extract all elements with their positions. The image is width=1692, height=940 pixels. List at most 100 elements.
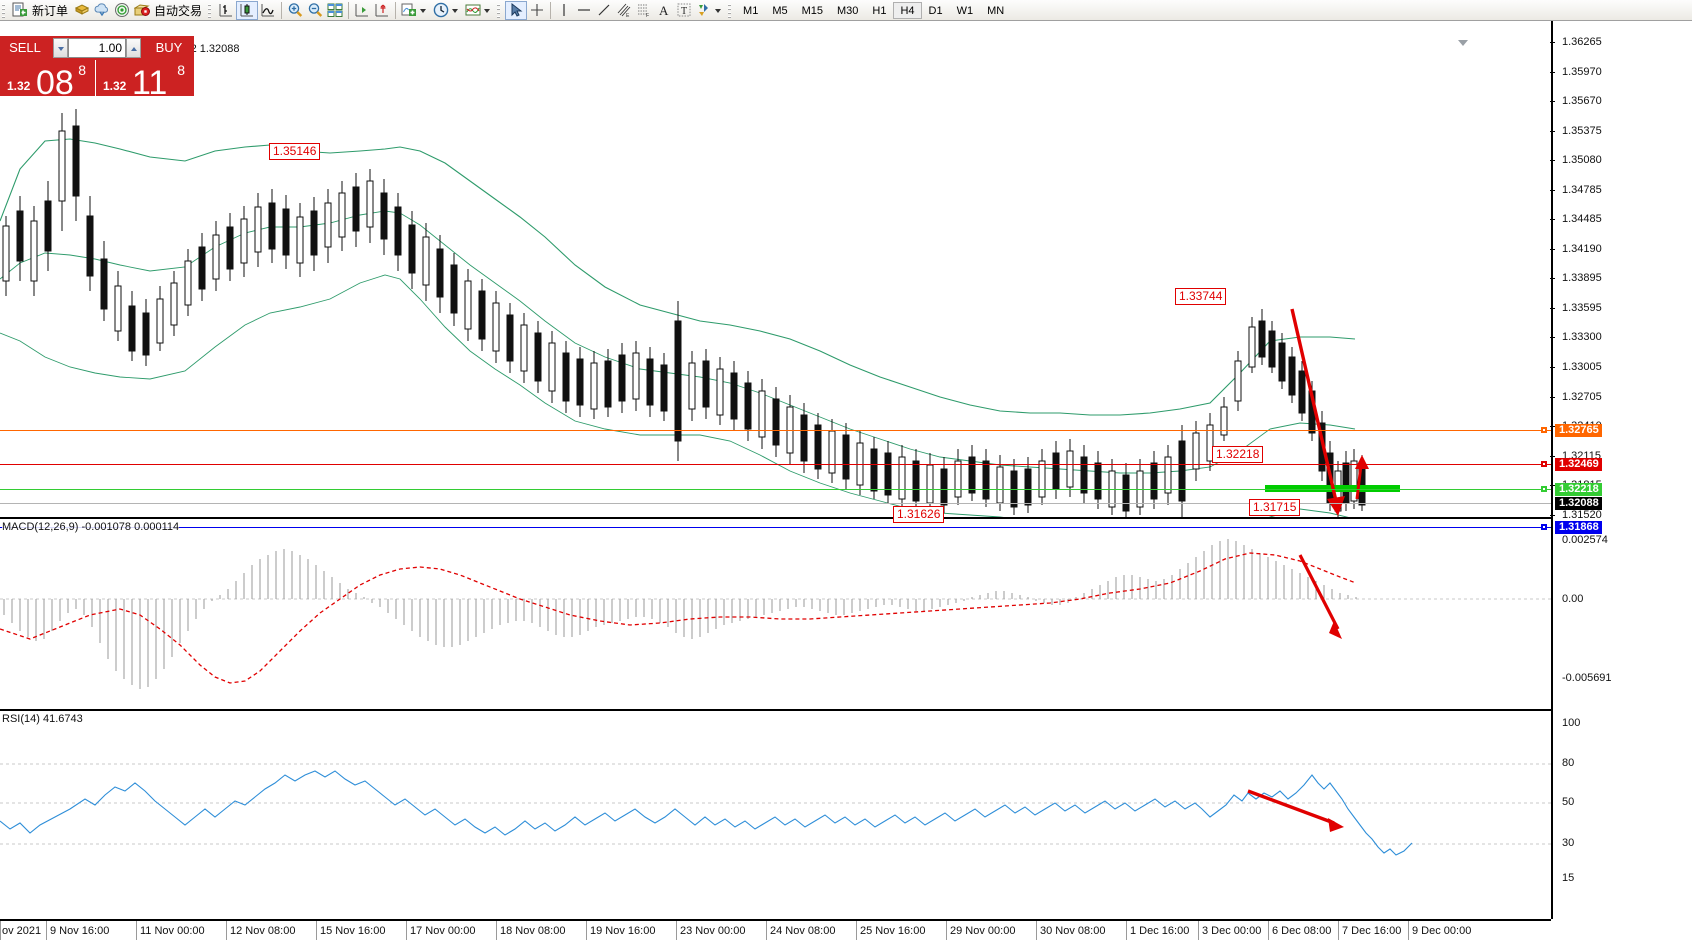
stop-loss-line[interactable] [0, 464, 1551, 465]
timeframe-m15[interactable]: M15 [801, 4, 823, 17]
timeframe-w1[interactable]: W1 [956, 4, 974, 17]
equidistant-channel-button[interactable]: E [614, 1, 634, 20]
navigator-button[interactable] [112, 1, 132, 20]
sell-price-box[interactable]: 1.32 08 8 [0, 60, 96, 100]
templates-dropdown-arrow[interactable] [484, 9, 491, 13]
support-handle[interactable] [1541, 524, 1547, 530]
price-tickmark-12 [1550, 397, 1555, 398]
zoom-in-button[interactable] [285, 1, 305, 20]
annotation-33744[interactable]: 1.33744 [1175, 288, 1227, 305]
auto-trading-button[interactable]: 自动交易 [132, 1, 206, 20]
take-profit-handle[interactable] [1541, 427, 1547, 433]
main-toolbar[interactable]: 新订单 [0, 0, 1692, 21]
text-icon: A [659, 3, 669, 18]
timeframe-m1[interactable]: M1 [743, 4, 759, 17]
trade-panel-price-row[interactable]: 1.32 08 8 1.32 11 8 [0, 60, 194, 100]
strategy-tester-button[interactable] [72, 1, 92, 20]
time-axis[interactable]: ov 2021 9 Nov 16:00 11 Nov 00:00 12 Nov … [0, 919, 1551, 940]
line-chart-icon [261, 4, 275, 17]
annotation-31715[interactable]: 1.31715 [1249, 499, 1301, 516]
stop-loss-price-tag[interactable]: 1.32469 [1555, 458, 1602, 471]
candlestick-chart-button[interactable] [236, 0, 259, 20]
macd-signal-line [0, 552, 1357, 684]
chart-shift-button[interactable] [352, 1, 372, 20]
one-click-trading-panel[interactable]: SELL 1.00 BUY 1.32 08 8 1.32 11 8 [0, 36, 194, 100]
price-axis[interactable]: 1.36265 1.35970 1.35670 1.35375 1.35080 … [1550, 21, 1692, 919]
zoom-out-button[interactable] [305, 1, 325, 20]
toolbar-grip[interactable] [1, 1, 8, 19]
cursor-button[interactable] [505, 0, 528, 20]
period-button[interactable] [431, 1, 463, 20]
entry-price-tag[interactable]: 1.32218 [1555, 483, 1602, 496]
buy-button[interactable]: BUY [144, 36, 194, 60]
downtrend-arrow-rsi [1247, 789, 1344, 832]
support-line[interactable] [0, 527, 1551, 528]
auto-trading-icon [134, 4, 151, 16]
line-chart-button[interactable] [258, 1, 278, 20]
objects-dropdown-arrow[interactable] [715, 9, 722, 13]
timeframe-h4[interactable]: H4 [893, 1, 922, 19]
volume-increase-button[interactable] [126, 38, 141, 58]
price-tick-12: 1.32705 [1562, 391, 1602, 403]
rsi-pane[interactable] [0, 713, 1551, 919]
time-label-1: 9 Nov 16:00 [50, 925, 110, 937]
toolbar-grip-4[interactable] [727, 1, 735, 19]
price-tick-1: 1.35970 [1562, 66, 1602, 78]
annotation-31626[interactable]: 1.31626 [893, 506, 945, 523]
macd-pane[interactable] [0, 519, 1551, 709]
toolbar-grip-3[interactable] [496, 1, 504, 19]
indicators-button[interactable] [399, 1, 431, 20]
bid-price-tag[interactable]: 1.32088 [1555, 497, 1602, 510]
volume-decrease-button[interactable] [53, 38, 68, 58]
price-tickmark-6 [1550, 219, 1555, 220]
price-tickmark-8 [1550, 278, 1555, 279]
svg-text:T: T [681, 6, 687, 17]
vertical-line-button[interactable] [554, 1, 574, 20]
take-profit-line[interactable] [0, 430, 1551, 431]
volume-control[interactable]: 1.00 [50, 36, 144, 60]
time-label-14: 3 Dec 00:00 [1202, 925, 1262, 937]
time-label-10: 25 Nov 16:00 [860, 925, 926, 937]
tile-windows-button[interactable] [325, 1, 345, 20]
volume-input[interactable]: 1.00 [68, 38, 126, 58]
objects-button[interactable] [694, 1, 726, 20]
cursor-icon [511, 2, 523, 17]
text-button[interactable]: A [654, 1, 674, 20]
take-profit-price-tag[interactable]: 1.32765 [1555, 424, 1602, 437]
new-order-button[interactable]: 新订单 [10, 1, 72, 20]
sell-button[interactable]: SELL [0, 36, 50, 60]
entry-line[interactable] [0, 489, 1551, 490]
fibonacci-button[interactable]: F [634, 1, 654, 20]
chart-canvas[interactable]: GBPUSD-,H4 1.32006 1.32124 1.31992 1.320… [0, 21, 1692, 940]
timeframe-h1[interactable]: H1 [872, 4, 887, 17]
templates-button[interactable] [463, 1, 495, 20]
trade-panel-top-row[interactable]: SELL 1.00 BUY [0, 36, 194, 60]
toolbar-grip-2[interactable] [207, 1, 215, 19]
horizontal-line-button[interactable] [574, 1, 594, 20]
stop-loss-handle[interactable] [1541, 461, 1547, 467]
trendline-button[interactable] [594, 1, 614, 20]
buy-price-box[interactable]: 1.32 11 8 [96, 60, 194, 100]
bar-chart-button[interactable] [216, 1, 236, 20]
chart-scroll-marker[interactable] [1458, 40, 1468, 46]
timeframe-m5[interactable]: M5 [772, 4, 788, 17]
text-label-button[interactable]: T [674, 1, 694, 20]
timeframe-mn[interactable]: MN [987, 4, 1005, 17]
price-pane[interactable] [0, 21, 1551, 518]
price-tick-5: 1.34785 [1562, 184, 1602, 196]
data-window-button[interactable] [92, 1, 112, 20]
entry-handle[interactable] [1541, 486, 1547, 492]
macd-chart-svg [0, 539, 1551, 689]
period-dropdown-arrow[interactable] [452, 9, 459, 13]
price-tickmark-15 [1550, 485, 1555, 486]
annotation-32218[interactable]: 1.32218 [1212, 446, 1264, 463]
auto-scroll-button[interactable] [372, 1, 392, 20]
timeframe-d1[interactable]: D1 [928, 4, 943, 17]
timeframe-m30[interactable]: M30 [837, 4, 859, 17]
support-price-tag[interactable]: 1.31868 [1555, 521, 1602, 534]
crosshair-button[interactable] [527, 1, 547, 20]
price-tick-16: 1.31520 [1562, 509, 1602, 521]
indicators-dropdown-arrow[interactable] [420, 9, 427, 13]
price-tick-3: 1.35375 [1562, 125, 1602, 137]
annotation-35146[interactable]: 1.35146 [269, 143, 321, 160]
